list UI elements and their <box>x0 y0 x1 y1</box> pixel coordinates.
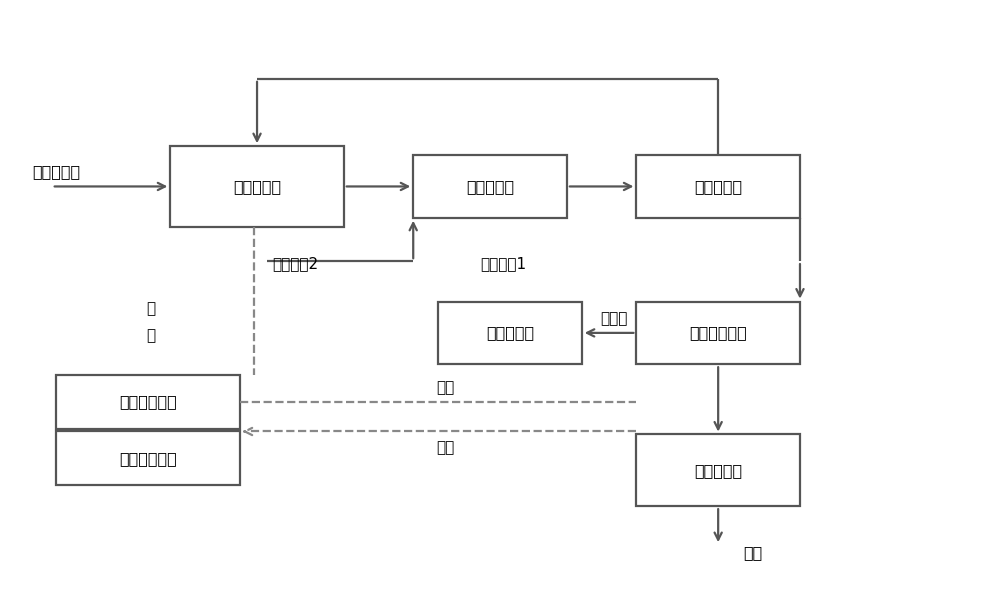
Text: 回流系统2: 回流系统2 <box>272 257 318 271</box>
Text: 深度处理池: 深度处理池 <box>694 463 742 478</box>
Text: 厕氧反应塔: 厕氧反应塔 <box>233 179 281 194</box>
Text: 沉淤物: 沉淤物 <box>600 311 628 327</box>
Text: 厕: 厕 <box>146 301 155 316</box>
Text: 第二气体储罐: 第二气体储罐 <box>119 451 177 466</box>
Text: 出气: 出气 <box>436 440 455 455</box>
Text: 厕氧反应池: 厕氧反应池 <box>694 179 742 194</box>
Text: 磁介质回收: 磁介质回收 <box>486 325 534 341</box>
Bar <box>636 302 800 364</box>
Text: 回流系统1: 回流系统1 <box>480 257 526 271</box>
Bar <box>413 155 567 218</box>
Bar <box>56 431 240 485</box>
Text: 出水: 出水 <box>743 545 763 561</box>
Bar <box>170 146 344 227</box>
Bar <box>636 155 800 218</box>
Text: 进气: 进气 <box>436 381 455 395</box>
Text: 磁混凝沉淤池: 磁混凝沉淤池 <box>689 325 747 341</box>
Text: 氧: 氧 <box>146 328 155 344</box>
Bar <box>438 302 582 364</box>
Bar <box>636 435 800 506</box>
Bar <box>56 375 240 428</box>
Text: 垃圾渗滤液: 垃圾渗滤液 <box>32 164 80 179</box>
Text: 第一气体储罐: 第一气体储罐 <box>119 394 177 409</box>
Text: 好氧反应池: 好氧反应池 <box>466 179 514 194</box>
